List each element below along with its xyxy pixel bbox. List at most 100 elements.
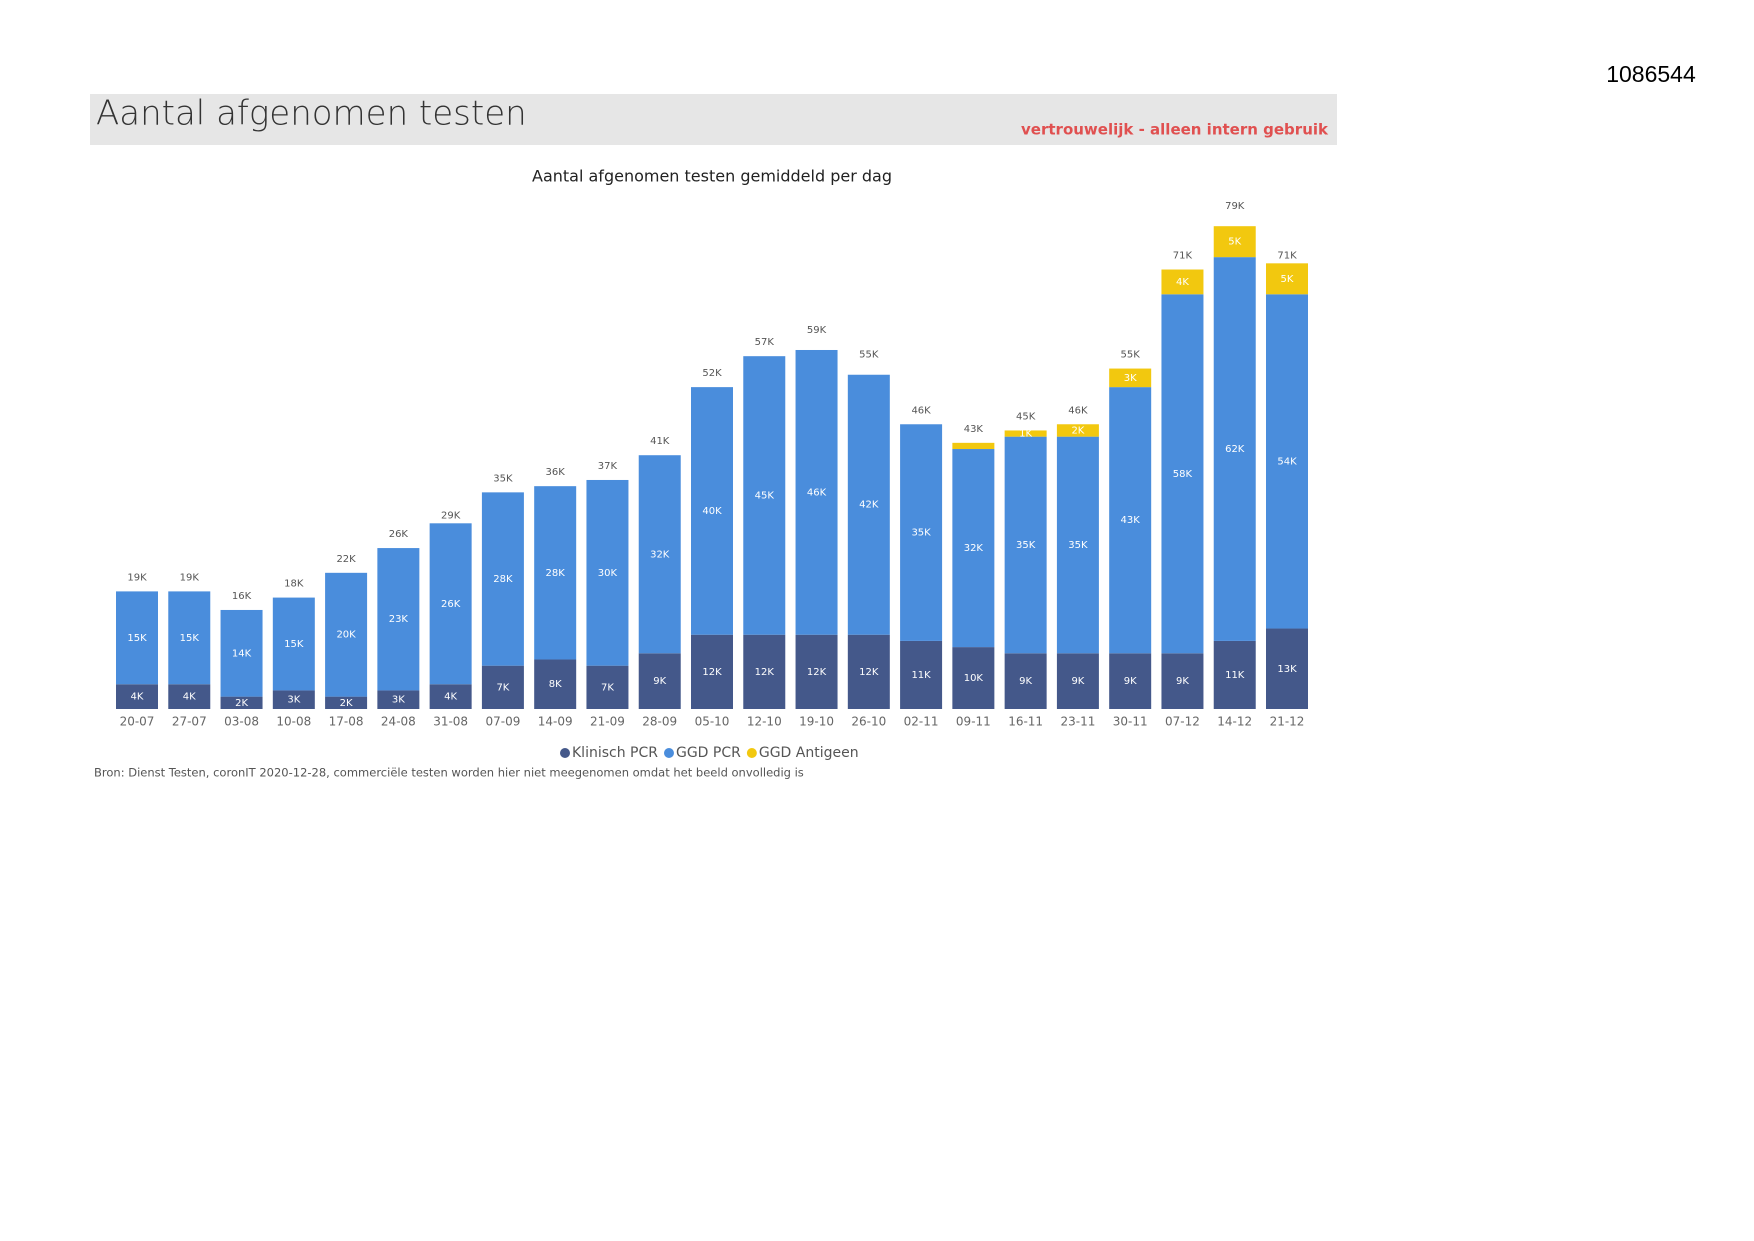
bar-segment: [952, 442, 995, 450]
segment-label: 46K: [807, 487, 827, 498]
x-tick-label: 17-08: [329, 715, 364, 729]
total-label: 19K: [180, 572, 200, 583]
bar-segment: [743, 634, 786, 709]
x-tick-label: 14-12: [1217, 715, 1252, 729]
segment-label: 28K: [546, 568, 566, 579]
bar-segment: [1213, 226, 1256, 258]
segment-label: 9K: [653, 676, 666, 687]
bar-segment: [377, 690, 420, 709]
x-tick-label: 21-12: [1270, 715, 1305, 729]
x-tick-label: 05-10: [695, 715, 730, 729]
x-tick-label: 23-11: [1060, 715, 1095, 729]
bar-segment: [325, 572, 368, 697]
x-tick-label: 26-10: [851, 715, 886, 729]
x-tick-label: 27-07: [172, 715, 207, 729]
segment-label: 12K: [859, 667, 879, 678]
segment-label: 35K: [911, 528, 931, 539]
bar-segment: [586, 665, 629, 709]
segment-label: 9K: [1176, 676, 1189, 687]
segment-label: 4K: [183, 692, 196, 703]
bar-segment: [586, 479, 629, 666]
total-label: 16K: [232, 591, 252, 602]
segment-label: 7K: [496, 682, 509, 693]
segment-label: 12K: [702, 667, 722, 678]
segment-label: 26K: [441, 599, 461, 610]
bar-segment: [168, 591, 211, 685]
legend-label: Klinisch PCR: [572, 745, 658, 761]
bar-segment: [638, 455, 681, 654]
total-label: 37K: [598, 461, 618, 472]
bar-segment: [1056, 424, 1099, 437]
bar-segment: [952, 449, 995, 648]
segment-label: 35K: [1016, 540, 1036, 551]
segment-label: 32K: [964, 543, 984, 554]
classification: vertrouwelijk - alleen intern gebruik: [1021, 121, 1329, 139]
segment-label: 32K: [650, 549, 670, 560]
segment-label: 4K: [1176, 277, 1189, 288]
bar-segment: [1056, 436, 1099, 654]
x-tick-label: 20-07: [120, 715, 155, 729]
segment-label: 15K: [127, 633, 147, 644]
total-label: 29K: [441, 510, 461, 521]
legend-label: GGD Antigeen: [759, 745, 859, 761]
segment-label: 7K: [601, 682, 614, 693]
total-label: 55K: [1121, 350, 1141, 361]
bar-segment: [900, 424, 943, 641]
total-label: 52K: [702, 368, 722, 379]
legend-marker: [663, 748, 674, 758]
segment-label: 2K: [340, 698, 353, 709]
bar-segment: [1004, 430, 1047, 437]
bar-segment: [691, 634, 733, 709]
segment-label: 5K: [1228, 237, 1241, 248]
x-tick-label: 30-11: [1113, 715, 1148, 729]
total-label: 22K: [336, 554, 356, 565]
total-label: 26K: [389, 529, 409, 540]
segment-label: 30K: [598, 568, 618, 579]
bar-segment: [534, 659, 577, 709]
bar-segment: [1004, 436, 1047, 654]
total-label: 57K: [755, 337, 775, 348]
doc-id: 1086544: [1606, 61, 1696, 87]
segment-label: 42K: [859, 500, 879, 511]
segment-label: 20K: [336, 630, 356, 641]
bar-segment: [116, 684, 158, 709]
bar-segment: [795, 349, 838, 635]
x-tick-label: 12-10: [747, 715, 782, 729]
segment-label: 8K: [549, 679, 562, 690]
segment-label: 4K: [444, 692, 457, 703]
x-tick-label: 28-09: [642, 715, 677, 729]
x-tick-label: 10-08: [276, 715, 311, 729]
total-label: 41K: [650, 436, 670, 447]
segment-label: 13K: [1277, 664, 1297, 675]
x-tick-label: 07-12: [1165, 715, 1200, 729]
bar-segment: [534, 486, 577, 660]
segment-label: 9K: [1019, 676, 1032, 687]
bar-segment: [900, 640, 943, 709]
bar-segment: [481, 665, 524, 709]
bar-segment: [1109, 653, 1152, 709]
bar-segment: [168, 684, 211, 709]
total-label: 71K: [1173, 251, 1193, 262]
total-label: 71K: [1277, 251, 1297, 262]
segment-label: 1K: [1019, 429, 1032, 440]
x-tick-label: 02-11: [904, 715, 939, 729]
total-label: 43K: [964, 424, 984, 435]
bar-segment: [272, 690, 315, 709]
bar-segment: [1109, 387, 1152, 654]
segment-label: 15K: [180, 633, 200, 644]
total-label: 46K: [1068, 405, 1088, 416]
bar-segment: [1266, 294, 1308, 629]
segment-label: 15K: [284, 639, 304, 650]
bar-segment: [220, 696, 263, 709]
source-note: Bron: Dienst Testen, coronIT 2020-12-28,…: [94, 766, 804, 780]
segment-label: 10K: [964, 673, 984, 684]
x-tick-label: 03-08: [224, 715, 259, 729]
header-title: Aantal afgenomen testen: [96, 94, 527, 134]
segment-label: 11K: [911, 670, 931, 681]
bar-segment: [1213, 257, 1256, 641]
x-tick-label: 09-11: [956, 715, 991, 729]
bar-segment: [1056, 653, 1099, 709]
total-label: 19K: [127, 572, 147, 583]
x-tick-label: 31-08: [433, 715, 468, 729]
bar-segment: [116, 591, 158, 685]
